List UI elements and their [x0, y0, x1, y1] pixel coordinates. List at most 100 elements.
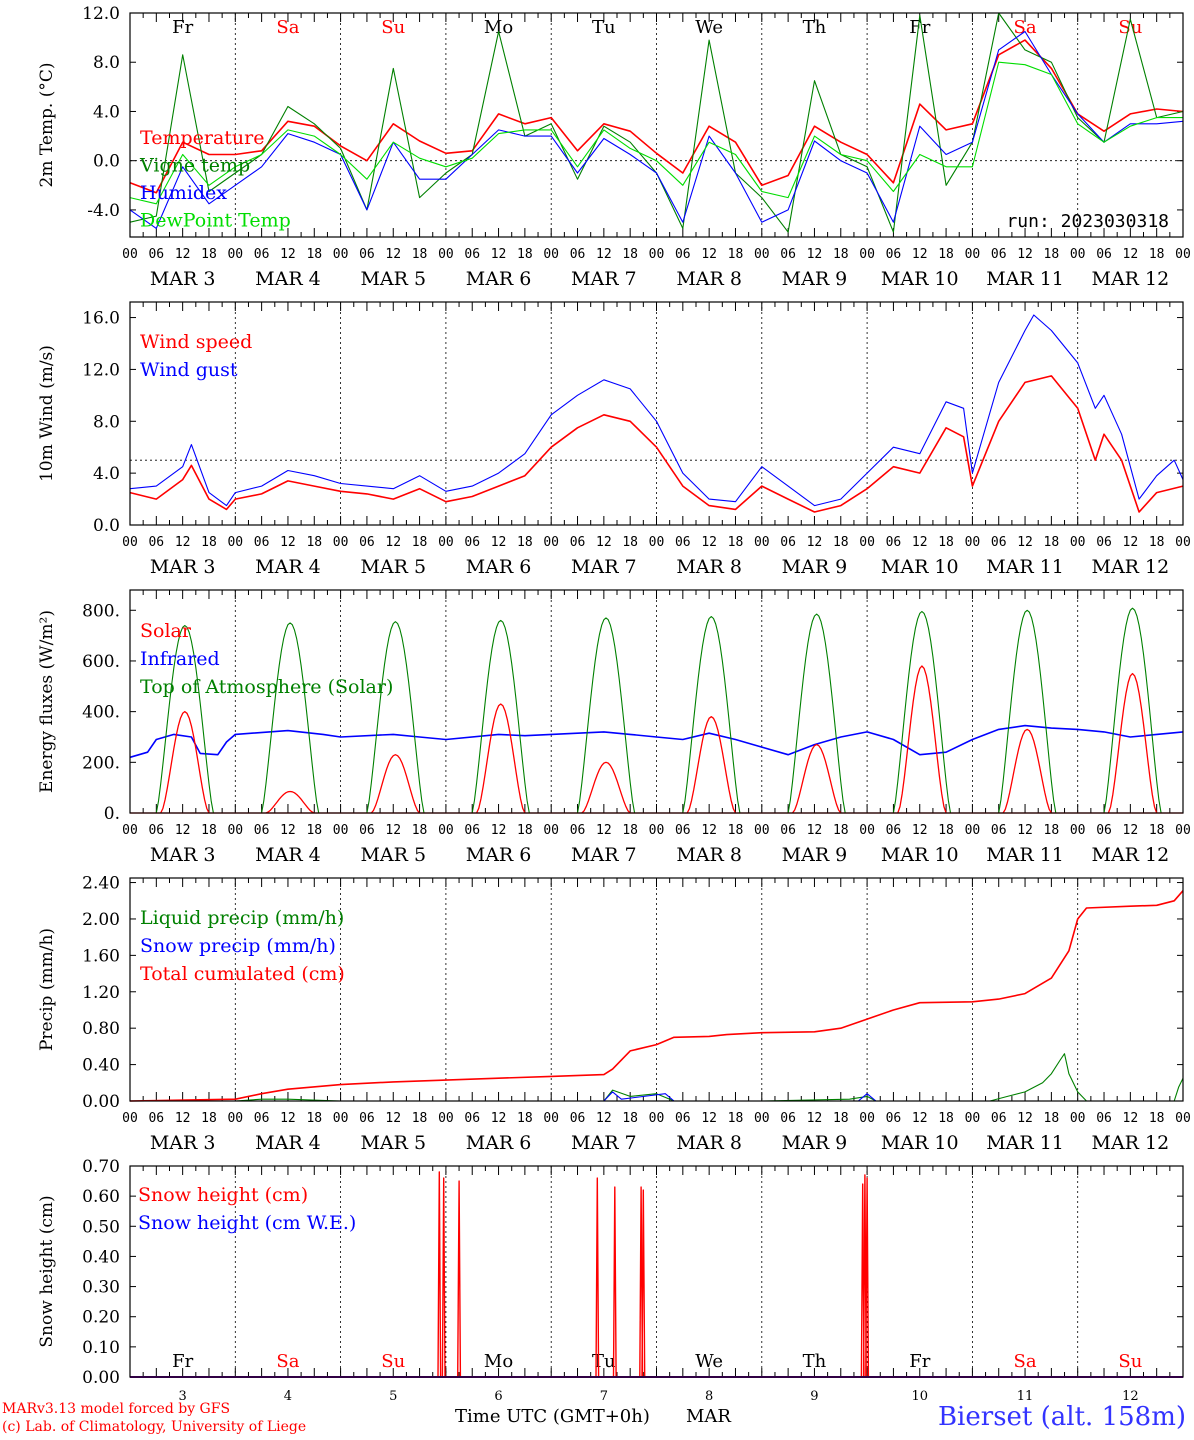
x-hour-label: 00 — [859, 1111, 875, 1126]
x-hour-label: 06 — [464, 1111, 480, 1126]
x-hour-label: 12 — [701, 823, 717, 838]
x-hour-label: 06 — [780, 823, 796, 838]
date-number-label: 11 — [1017, 1389, 1034, 1404]
x-hour-label: 12 — [385, 1111, 401, 1126]
x-hour-label: 18 — [1044, 823, 1060, 838]
x-date-label: MAR 3 — [150, 268, 216, 290]
x-hour-label: 00 — [1175, 823, 1191, 838]
x-hour-label: 12 — [701, 247, 717, 262]
x-date-label: MAR 4 — [255, 1132, 321, 1154]
x-hour-label: 06 — [464, 823, 480, 838]
x-date-label: MAR 9 — [782, 268, 848, 290]
x-hour-label: 12 — [175, 823, 191, 838]
y-tick-label: 0.40 — [82, 1247, 120, 1267]
x-hour-label: 00 — [754, 1111, 770, 1126]
x-hour-label: 18 — [622, 247, 638, 262]
x-hour-label: 06 — [359, 823, 375, 838]
toa-solar-line — [576, 617, 636, 814]
x-hour-label: 00 — [438, 247, 454, 262]
x-date-label: MAR 4 — [255, 556, 321, 578]
y-tick-label: 0.30 — [82, 1278, 120, 1298]
x-date-label: MAR 5 — [360, 556, 426, 578]
x-hour-label: 18 — [728, 247, 744, 262]
x-hour-label: 18 — [201, 823, 217, 838]
x-date-label: MAR 10 — [881, 1132, 959, 1154]
x-hour-label: 06 — [254, 247, 270, 262]
x-hour-label: 06 — [464, 247, 480, 262]
y-tick-label: 600. — [82, 652, 120, 672]
x-hour-label: 12 — [491, 535, 507, 550]
x-hour-label: 00 — [227, 823, 243, 838]
x-date-label: MAR 4 — [255, 268, 321, 290]
x-hour-label: 18 — [412, 535, 428, 550]
y-tick-label: 2.40 — [82, 874, 120, 894]
x-date-label: MAR 7 — [571, 1132, 637, 1154]
x-hour-label: 12 — [1123, 1111, 1139, 1126]
x-hour-label: 00 — [754, 823, 770, 838]
legend-entry: Wind gust — [140, 359, 238, 381]
x-hour-label: 00 — [543, 823, 559, 838]
x-date-label: MAR 8 — [676, 556, 742, 578]
toa-solar-line — [366, 621, 425, 814]
x-hour-label: 06 — [886, 535, 902, 550]
x-hour-label: 06 — [991, 535, 1007, 550]
x-hour-label: 06 — [886, 1111, 902, 1126]
x-hour-label: 06 — [570, 247, 586, 262]
snow-spike — [437, 1171, 442, 1378]
y-tick-label: 800. — [82, 601, 120, 621]
x-hour-label: 12 — [280, 535, 296, 550]
series-line — [129, 724, 1184, 759]
day-of-week-label: Fr — [172, 17, 193, 38]
x-hour-label: 18 — [622, 823, 638, 838]
y-tick-label: 12.0 — [82, 360, 120, 380]
solar-line — [160, 710, 210, 814]
x-hour-label: 18 — [728, 823, 744, 838]
x-axis-month: MAR — [686, 1406, 731, 1427]
x-hour-label: 00 — [543, 1111, 559, 1126]
x-date-label: MAR 8 — [676, 268, 742, 290]
x-hour-label: 06 — [464, 535, 480, 550]
x-hour-label: 06 — [148, 1111, 164, 1126]
x-date-label: MAR 9 — [782, 844, 848, 866]
x-hour-label: 12 — [596, 823, 612, 838]
x-date-label: MAR 10 — [881, 844, 959, 866]
x-hour-label: 12 — [1017, 1111, 1033, 1126]
y-tick-label: 0.80 — [82, 1019, 120, 1039]
x-hour-label: 18 — [306, 247, 322, 262]
x-hour-label: 18 — [517, 823, 533, 838]
y-tick-label: 2.00 — [82, 910, 120, 930]
x-hour-label: 06 — [254, 535, 270, 550]
x-date-label: MAR 4 — [255, 844, 321, 866]
x-date-label: MAR 6 — [466, 556, 532, 578]
snow-spike — [595, 1177, 600, 1378]
x-hour-label: 00 — [965, 823, 981, 838]
y-tick-label: 0. — [104, 804, 120, 824]
x-date-label: MAR 7 — [571, 556, 637, 578]
x-hour-label: 12 — [175, 535, 191, 550]
day-of-week-label: Sa — [276, 17, 299, 38]
legend-entry: Temperature — [140, 127, 264, 149]
toa-solar-line — [682, 616, 741, 814]
x-hour-label: 12 — [280, 1111, 296, 1126]
snow-spike — [441, 1177, 446, 1378]
day-of-week-label: We — [695, 1351, 723, 1372]
day-of-week-label: Su — [1118, 17, 1142, 38]
x-hour-label: 00 — [859, 823, 875, 838]
x-date-label: MAR 12 — [1091, 268, 1169, 290]
solar-line — [791, 743, 842, 814]
x-hour-label: 06 — [780, 535, 796, 550]
x-hour-label: 00 — [859, 247, 875, 262]
day-of-week-label: Fr — [909, 17, 930, 38]
snow-spike — [457, 1180, 462, 1378]
x-hour-label: 18 — [622, 535, 638, 550]
x-hour-label: 12 — [175, 247, 191, 262]
legend-entry: Total cumulated (cm) — [140, 963, 345, 985]
x-hour-label: 12 — [280, 247, 296, 262]
x-hour-label: 12 — [1123, 823, 1139, 838]
x-date-label: MAR 9 — [782, 1132, 848, 1154]
x-hour-label: 00 — [227, 535, 243, 550]
x-hour-label: 18 — [201, 247, 217, 262]
x-date-label: MAR 5 — [360, 1132, 426, 1154]
x-hour-label: 12 — [491, 1111, 507, 1126]
